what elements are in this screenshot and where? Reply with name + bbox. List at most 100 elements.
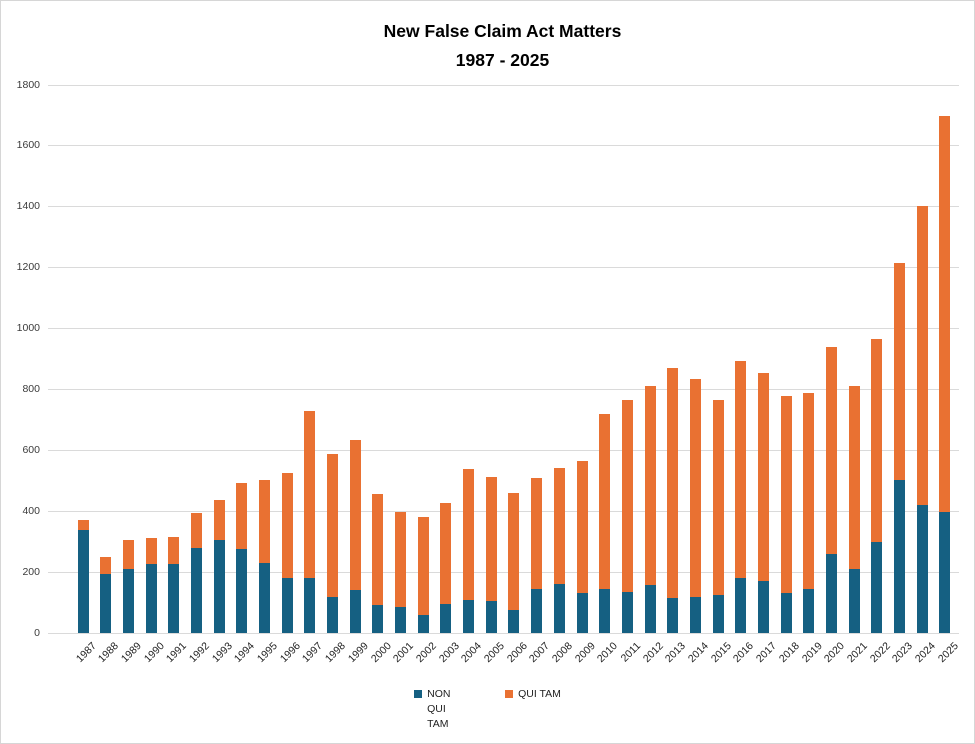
x-tick-2012: 2012 [640,640,666,666]
bar-2004-non-qui-tam [463,599,475,633]
bar-2022-non-qui-tam [871,541,883,633]
bar-2000-non-qui-tam [372,604,384,633]
gridline-1400 [48,206,959,208]
x-tick-2017: 2017 [753,640,780,666]
legend-item-non-qui-tam: NON QUI TAM [414,687,461,732]
x-tick-1994: 1994 [232,640,258,666]
x-tick-2008: 2008 [549,640,575,666]
bar-2023-non-qui-tam [894,479,906,633]
x-tick-2015: 2015 [708,640,734,666]
bar-2023-qui-tam [894,262,906,480]
gridline-1800 [48,84,959,86]
x-tick-2000: 2000 [368,640,394,666]
bar-2001-non-qui-tam [395,606,407,633]
x-tick-1987: 1987 [73,640,99,666]
bar-1987-non-qui-tam [77,529,89,633]
y-tick-1200: 1200 [16,261,40,274]
legend: NON QUI TAM QUI TAM [1,687,974,732]
x-tick-2024: 2024 [912,640,938,666]
x-tick-2023: 2023 [890,640,916,666]
bar-2011-non-qui-tam [621,592,633,633]
bar-1999-non-qui-tam [349,590,361,633]
x-tick-2002: 2002 [413,640,439,666]
y-tick-1400: 1400 [16,200,40,213]
x-tick-1995: 1995 [254,640,280,666]
bar-2012-non-qui-tam [644,585,656,633]
bar-2015-qui-tam [712,400,724,595]
x-tick-2009: 2009 [572,640,598,666]
plot-area [48,84,959,634]
bar-1996-non-qui-tam [281,578,293,633]
x-tick-2019: 2019 [799,640,825,666]
legend-swatch-qui-tam [505,690,514,698]
bar-2024-non-qui-tam [916,505,928,633]
bar-1991-non-qui-tam [168,563,180,633]
y-tick-1800: 1800 [16,78,40,91]
bar-1999-qui-tam [349,440,361,591]
bar-2019-non-qui-tam [803,589,815,633]
x-tick-2016: 2016 [731,640,757,666]
bar-2022-qui-tam [871,339,883,542]
x-tick-1990: 1990 [141,640,167,666]
bar-2016-non-qui-tam [735,577,747,633]
bar-2019-qui-tam [803,393,815,590]
bar-2012-qui-tam [644,386,656,586]
x-tick-2022: 2022 [867,640,893,666]
y-tick-200: 200 [22,565,40,578]
bar-2021-non-qui-tam [848,569,860,633]
bar-2010-non-qui-tam [599,589,611,633]
bar-1995-non-qui-tam [258,562,270,633]
x-tick-1997: 1997 [300,640,326,666]
bar-2011-qui-tam [621,399,633,593]
bar-2024-qui-tam [916,206,928,506]
bar-2003-non-qui-tam [440,603,452,633]
bar-2020-qui-tam [826,347,838,555]
bar-2017-non-qui-tam [758,581,770,633]
bar-1989-non-qui-tam [122,569,134,633]
bar-1993-qui-tam [213,499,225,540]
bar-1988-non-qui-tam [100,573,112,633]
bar-1990-non-qui-tam [145,563,157,633]
bar-1994-non-qui-tam [236,548,248,633]
chart-title-line2: 1987 - 2025 [455,50,550,70]
bar-2003-qui-tam [440,503,452,604]
bar-2004-qui-tam [463,468,475,600]
bar-1987-qui-tam [77,520,89,530]
bar-2018-non-qui-tam [780,593,792,633]
x-tick-2007: 2007 [527,640,553,666]
bar-1997-non-qui-tam [304,578,316,633]
bar-2017-qui-tam [758,372,770,582]
bar-2001-qui-tam [395,511,407,607]
y-tick-600: 600 [22,443,40,456]
bar-2002-qui-tam [417,517,429,615]
gridline-600 [48,449,959,451]
y-tick-0: 0 [34,626,40,639]
legend-label-non-qui-tam: NON QUI TAM [427,688,451,730]
bar-2025-non-qui-tam [939,511,951,633]
bar-1997-qui-tam [304,411,316,579]
x-tick-2011: 2011 [618,640,643,665]
x-tick-2005: 2005 [481,640,507,666]
bar-2007-qui-tam [531,477,543,589]
bar-2020-non-qui-tam [826,554,838,633]
legend-item-qui-tam: QUI TAM [505,687,561,702]
y-tick-1600: 1600 [16,139,40,152]
bar-1989-qui-tam [122,540,134,570]
bar-2000-qui-tam [372,494,384,605]
legend-label-qui-tam: QUI TAM [518,688,561,700]
x-tick-2018: 2018 [776,640,802,666]
bar-2006-non-qui-tam [508,610,520,633]
bar-1991-qui-tam [168,536,180,564]
gridline-400 [48,510,959,512]
bar-1994-qui-tam [236,482,248,549]
bar-2015-non-qui-tam [712,594,724,633]
bar-2008-non-qui-tam [553,584,565,633]
x-tick-2020: 2020 [822,640,848,666]
y-tick-1000: 1000 [16,322,40,335]
gridline-800 [48,388,959,390]
bar-2007-non-qui-tam [531,588,543,633]
x-tick-2001: 2001 [391,640,417,666]
gridline-0 [48,632,959,634]
x-tick-2021: 2021 [844,640,870,666]
y-axis-labels: 0 200 400 600 800 1000 1200 1400 1600 1800 [1,79,40,639]
